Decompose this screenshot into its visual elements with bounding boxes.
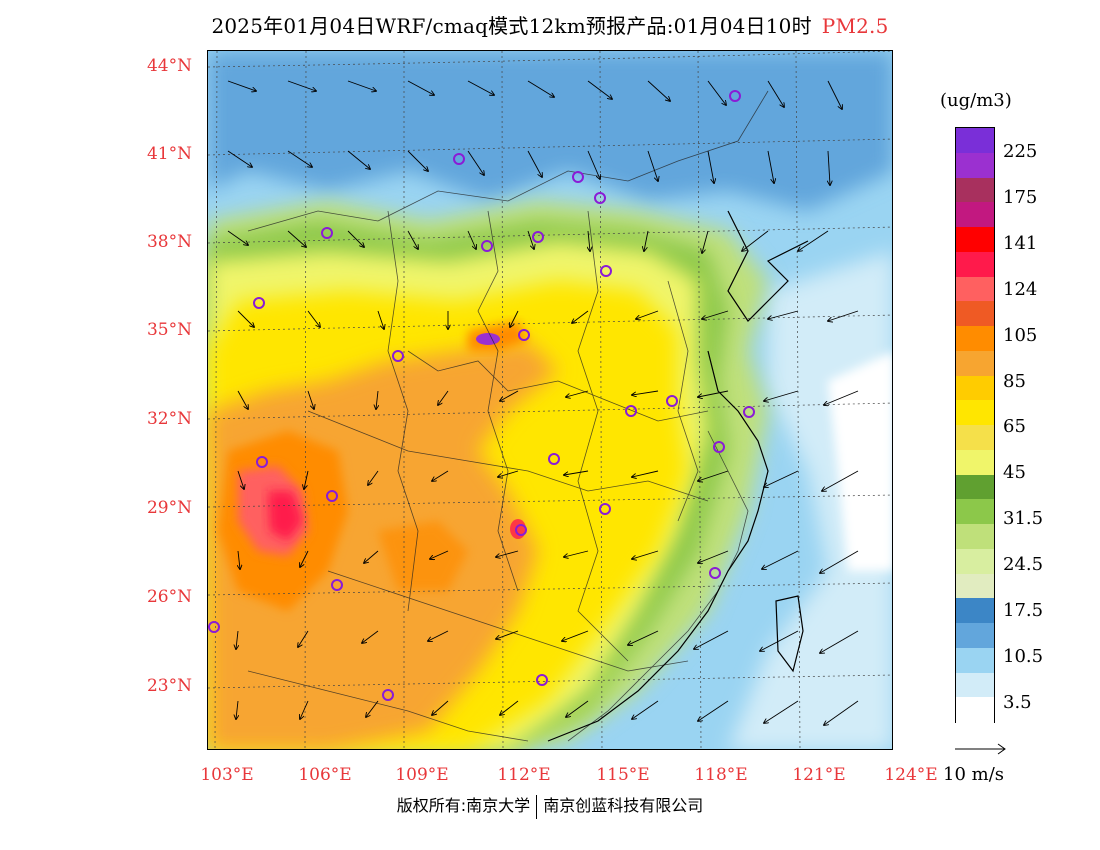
graticule	[208, 51, 892, 749]
lat-label: 32°N	[146, 409, 192, 429]
legend-swatch	[956, 227, 994, 253]
legend-label: 85	[1003, 371, 1026, 392]
copyright-owner: 版权所有:南京大学	[396, 796, 531, 815]
legend-swatch	[956, 697, 994, 723]
lat-label: 35°N	[146, 320, 192, 340]
legend-swatch	[956, 177, 994, 203]
legend-label: 141	[1003, 233, 1038, 254]
legend-swatch	[956, 375, 994, 401]
legend-swatch	[956, 449, 994, 475]
province-borders	[247, 90, 769, 742]
legend-swatch	[956, 152, 994, 178]
lat-label: 38°N	[146, 232, 192, 252]
legend-swatch	[956, 276, 994, 302]
legend-label: 3.5	[1003, 692, 1032, 713]
legend-swatch	[956, 301, 994, 327]
lon-label: 121°E	[792, 765, 846, 785]
legend-label: 10.5	[1003, 646, 1044, 667]
legend-swatch	[956, 425, 994, 451]
legend-swatch	[956, 598, 994, 624]
lat-label: 44°N	[146, 56, 192, 76]
lat-label: 41°N	[146, 144, 192, 164]
legend-label: 24.5	[1003, 554, 1044, 575]
color-legend	[955, 127, 995, 723]
legend-label: 124	[1003, 279, 1038, 300]
forecast-map	[207, 50, 893, 750]
legend-swatch	[956, 548, 994, 574]
legend-swatch	[956, 202, 994, 228]
legend-swatch	[956, 623, 994, 649]
copyright-company: 南京创蓝科技有限公司	[543, 796, 704, 815]
legend-unit: (ug/m3)	[940, 90, 1012, 111]
lat-label: 29°N	[146, 498, 192, 518]
legend-label: 225	[1003, 141, 1038, 162]
footer-divider	[536, 794, 538, 819]
city-markers	[208, 90, 755, 701]
legend-swatch	[956, 128, 994, 154]
wind-scale-arrow	[955, 743, 1006, 755]
legend-swatch	[956, 647, 994, 673]
copyright-footer: 版权所有:南京大学 南京创蓝科技有限公司	[0, 792, 1100, 819]
legend-label: 31.5	[1003, 508, 1044, 529]
lon-label: 112°E	[497, 765, 551, 785]
legend-swatch	[956, 524, 994, 550]
map-canvas	[208, 51, 892, 749]
lon-label: 103°E	[200, 765, 254, 785]
lon-label: 118°E	[694, 765, 748, 785]
pollutant-label: PM2.5	[821, 14, 889, 38]
legend-swatch	[956, 350, 994, 376]
legend-label: 105	[1003, 325, 1038, 346]
legend-swatch	[956, 672, 994, 698]
wind-scale-label: 10 m/s	[943, 764, 1004, 785]
title-text: 2025年01月04日WRF/cmaq模式12km预报产品:01月04日10时	[211, 14, 812, 38]
legend-label: 17.5	[1003, 600, 1044, 621]
legend-label: 175	[1003, 187, 1038, 208]
legend-swatch	[956, 474, 994, 500]
legend-swatch	[956, 326, 994, 352]
lon-label: 106°E	[298, 765, 352, 785]
legend-swatch	[956, 251, 994, 277]
wind-vectors	[227, 80, 859, 725]
map-title: 2025年01月04日WRF/cmaq模式12km预报产品:01月04日10时 P…	[0, 10, 1100, 39]
lat-label: 26°N	[146, 587, 192, 607]
legend-swatch	[956, 400, 994, 426]
legend-label: 45	[1003, 462, 1026, 483]
lon-label: 124°E	[884, 765, 938, 785]
legend-swatch	[956, 499, 994, 525]
lon-label: 115°E	[596, 765, 650, 785]
concentration-field	[208, 51, 892, 749]
legend-swatch	[956, 573, 994, 599]
lon-label: 109°E	[395, 765, 449, 785]
coastline	[547, 210, 809, 742]
lat-label: 23°N	[146, 676, 192, 696]
legend-label: 65	[1003, 416, 1026, 437]
